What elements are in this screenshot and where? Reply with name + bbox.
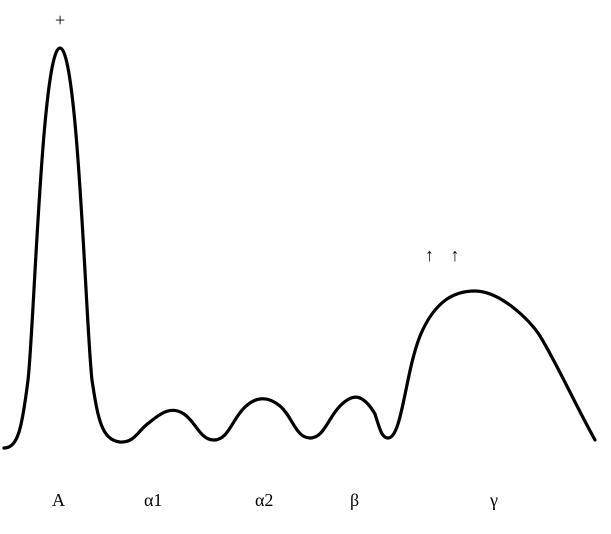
electrophoresis-curve-canvas: [0, 0, 611, 534]
electrophoresis-curve-path: [4, 48, 595, 448]
peak-label-albumin: A: [52, 490, 65, 511]
peak-label-alpha1: α1: [144, 490, 162, 511]
peak-label-alpha2: α2: [255, 490, 273, 511]
plus-marker: +: [55, 10, 65, 31]
gamma-increase-arrows: ↑ ↑: [425, 245, 466, 266]
peak-label-gamma: γ: [490, 490, 498, 511]
peak-label-beta: β: [350, 490, 359, 511]
